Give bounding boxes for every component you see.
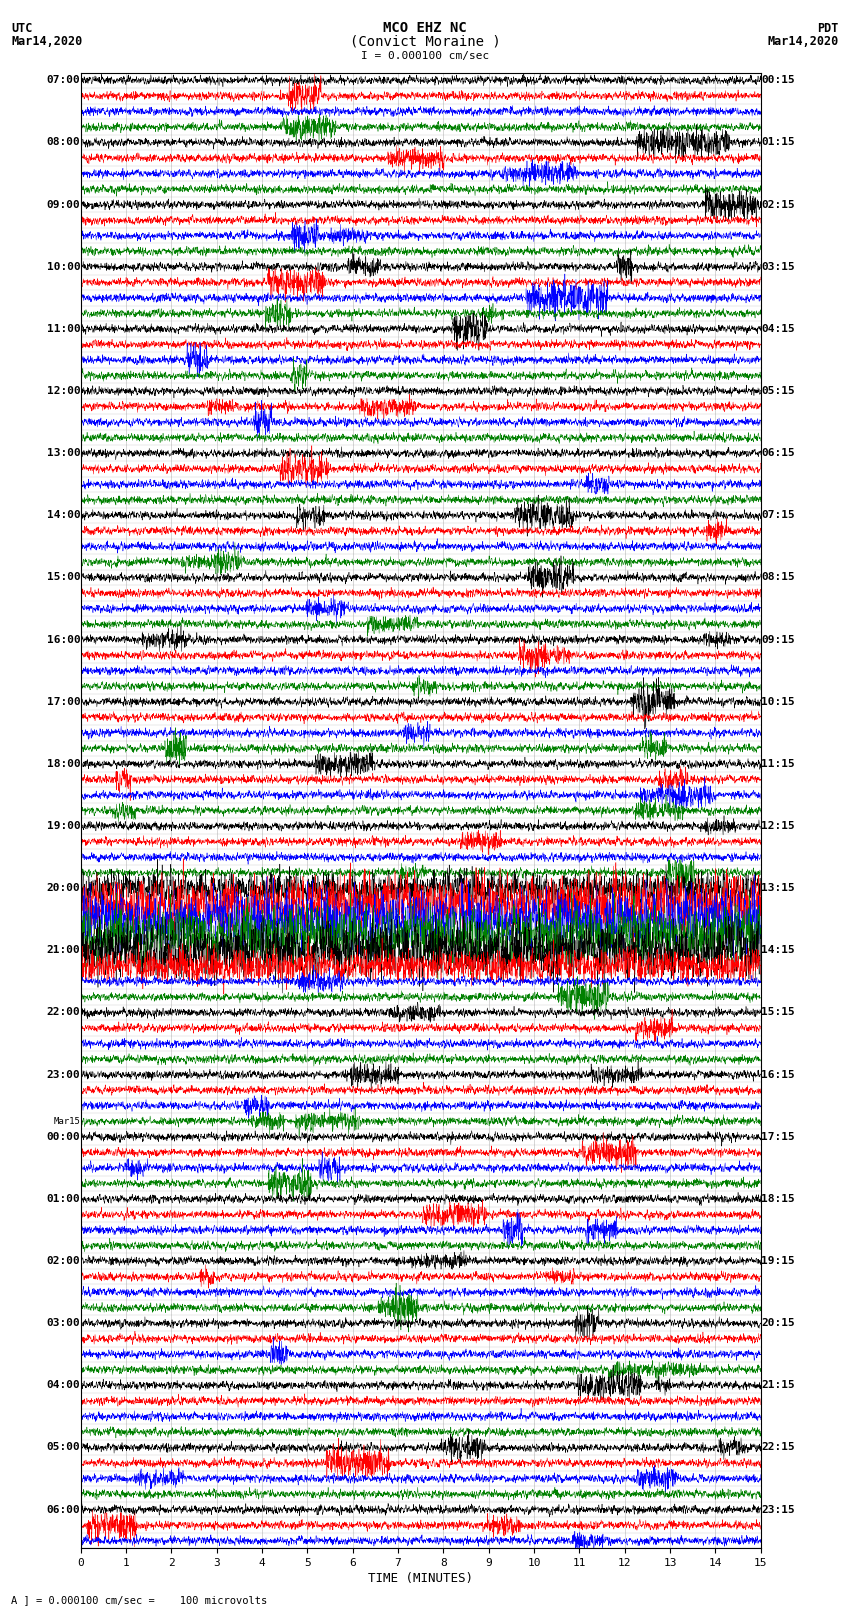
Text: 02:15: 02:15	[762, 200, 795, 210]
Text: 05:15: 05:15	[762, 386, 795, 397]
Text: 23:15: 23:15	[762, 1505, 795, 1515]
Text: PDT: PDT	[818, 21, 839, 35]
Text: 19:00: 19:00	[47, 821, 80, 831]
Text: 10:15: 10:15	[762, 697, 795, 706]
Text: 22:00: 22:00	[47, 1008, 80, 1018]
Text: 08:00: 08:00	[47, 137, 80, 147]
Text: 09:15: 09:15	[762, 634, 795, 645]
Text: Mar14,2020: Mar14,2020	[768, 35, 839, 48]
Text: 04:15: 04:15	[762, 324, 795, 334]
Text: (Convict Moraine ): (Convict Moraine )	[349, 34, 501, 48]
Text: I = 0.000100 cm/sec: I = 0.000100 cm/sec	[361, 52, 489, 61]
Text: 16:15: 16:15	[762, 1069, 795, 1079]
Text: 14:15: 14:15	[762, 945, 795, 955]
Text: 20:00: 20:00	[47, 884, 80, 894]
Text: 18:15: 18:15	[762, 1194, 795, 1203]
Text: 01:15: 01:15	[762, 137, 795, 147]
Text: 13:15: 13:15	[762, 884, 795, 894]
Text: 13:00: 13:00	[47, 448, 80, 458]
Text: A ] = 0.000100 cm/sec =    100 microvolts: A ] = 0.000100 cm/sec = 100 microvolts	[11, 1595, 267, 1605]
Text: Mar14,2020: Mar14,2020	[11, 35, 82, 48]
Text: 11:15: 11:15	[762, 760, 795, 769]
Text: 18:00: 18:00	[47, 760, 80, 769]
Text: 21:15: 21:15	[762, 1381, 795, 1390]
Text: 17:15: 17:15	[762, 1132, 795, 1142]
Text: 11:00: 11:00	[47, 324, 80, 334]
Text: 16:00: 16:00	[47, 634, 80, 645]
Text: 04:00: 04:00	[47, 1381, 80, 1390]
Text: 07:00: 07:00	[47, 76, 80, 85]
Text: 06:15: 06:15	[762, 448, 795, 458]
Text: 19:15: 19:15	[762, 1257, 795, 1266]
Text: 23:00: 23:00	[47, 1069, 80, 1079]
Text: 00:00: 00:00	[47, 1132, 80, 1142]
Text: 03:00: 03:00	[47, 1318, 80, 1327]
Text: 07:15: 07:15	[762, 510, 795, 521]
Text: 00:15: 00:15	[762, 76, 795, 85]
Text: 15:00: 15:00	[47, 573, 80, 582]
Text: 08:15: 08:15	[762, 573, 795, 582]
Text: 03:15: 03:15	[762, 261, 795, 271]
Text: 22:15: 22:15	[762, 1442, 795, 1452]
Text: 06:00: 06:00	[47, 1505, 80, 1515]
Text: 14:00: 14:00	[47, 510, 80, 521]
Text: 10:00: 10:00	[47, 261, 80, 271]
Text: 21:00: 21:00	[47, 945, 80, 955]
Text: MCO EHZ NC: MCO EHZ NC	[383, 21, 467, 35]
Text: 12:00: 12:00	[47, 386, 80, 397]
Text: 15:15: 15:15	[762, 1008, 795, 1018]
Text: UTC: UTC	[11, 21, 32, 35]
Text: 02:00: 02:00	[47, 1257, 80, 1266]
Text: 20:15: 20:15	[762, 1318, 795, 1327]
X-axis label: TIME (MINUTES): TIME (MINUTES)	[368, 1573, 473, 1586]
Text: 05:00: 05:00	[47, 1442, 80, 1452]
Text: 09:00: 09:00	[47, 200, 80, 210]
Text: 01:00: 01:00	[47, 1194, 80, 1203]
Text: Mar15: Mar15	[54, 1116, 80, 1126]
Text: 12:15: 12:15	[762, 821, 795, 831]
Text: 17:00: 17:00	[47, 697, 80, 706]
